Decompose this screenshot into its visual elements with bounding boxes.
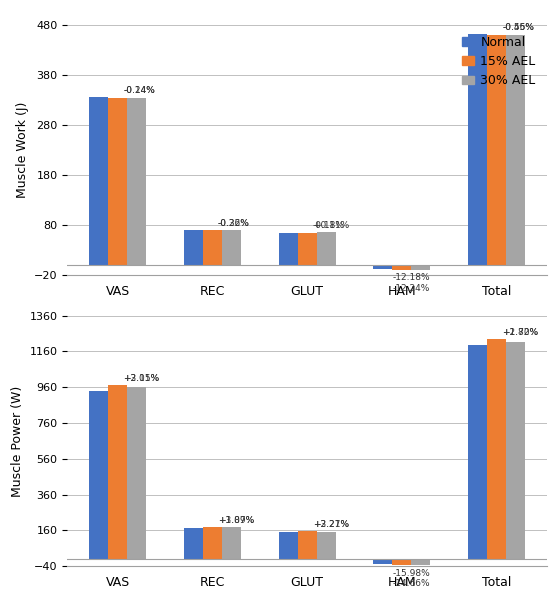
Text: -0.45%: -0.45%	[502, 12, 534, 32]
Text: -15.98%: -15.98%	[392, 569, 430, 578]
Bar	[411, 265, 430, 269]
Bar	[411, 559, 430, 565]
Bar	[487, 35, 506, 265]
Bar	[373, 265, 392, 269]
Text: +2.82%: +2.82%	[502, 328, 538, 337]
Bar	[316, 532, 335, 559]
Bar	[127, 98, 146, 265]
Text: -12.18%: -12.18%	[392, 274, 430, 283]
Text: -0.32%: -0.32%	[218, 219, 250, 228]
Y-axis label: Muscle Work (J): Muscle Work (J)	[16, 101, 28, 198]
Bar	[506, 35, 525, 265]
Bar	[278, 233, 297, 265]
Bar	[468, 345, 487, 559]
Text: -12.24%: -12.24%	[392, 274, 430, 293]
Text: -0.26%: -0.26%	[218, 209, 250, 228]
Text: +3.07%: +3.07%	[218, 516, 254, 525]
Text: +1.89%: +1.89%	[218, 505, 254, 525]
Bar	[184, 528, 203, 559]
Bar	[108, 98, 127, 265]
Legend: Normal, 15% AEL, 30% AEL: Normal, 15% AEL, 30% AEL	[456, 31, 541, 92]
Bar	[222, 527, 241, 559]
Bar	[184, 230, 203, 265]
Text: +3.21%: +3.21%	[313, 520, 349, 529]
Bar	[203, 230, 222, 265]
Bar	[392, 265, 411, 269]
Bar	[297, 531, 316, 559]
Bar	[108, 385, 127, 559]
Text: -0.14%: -0.14%	[123, 76, 155, 95]
Text: -0.24%: -0.24%	[123, 86, 155, 95]
Text: -0.56%: -0.56%	[502, 23, 535, 32]
Bar	[203, 527, 222, 559]
Text: +1.70%: +1.70%	[502, 317, 538, 337]
Bar	[468, 34, 487, 265]
Bar	[278, 532, 297, 559]
Bar	[222, 230, 241, 265]
Bar	[506, 341, 525, 559]
Text: +3.15%: +3.15%	[123, 374, 160, 383]
Bar	[373, 559, 392, 565]
Bar	[316, 232, 335, 265]
Bar	[89, 97, 108, 265]
Text: -0.18%: -0.18%	[313, 221, 345, 230]
Y-axis label: Muscle Power (W): Muscle Power (W)	[11, 385, 24, 497]
Text: -14.66%: -14.66%	[392, 569, 430, 589]
Bar	[89, 391, 108, 559]
Text: +2.27%: +2.27%	[313, 510, 349, 529]
Text: +2.01%: +2.01%	[123, 364, 160, 383]
Text: +0.11%: +0.11%	[313, 211, 349, 230]
Bar	[297, 233, 316, 265]
Bar	[127, 388, 146, 559]
Bar	[392, 559, 411, 565]
Bar	[487, 339, 506, 559]
